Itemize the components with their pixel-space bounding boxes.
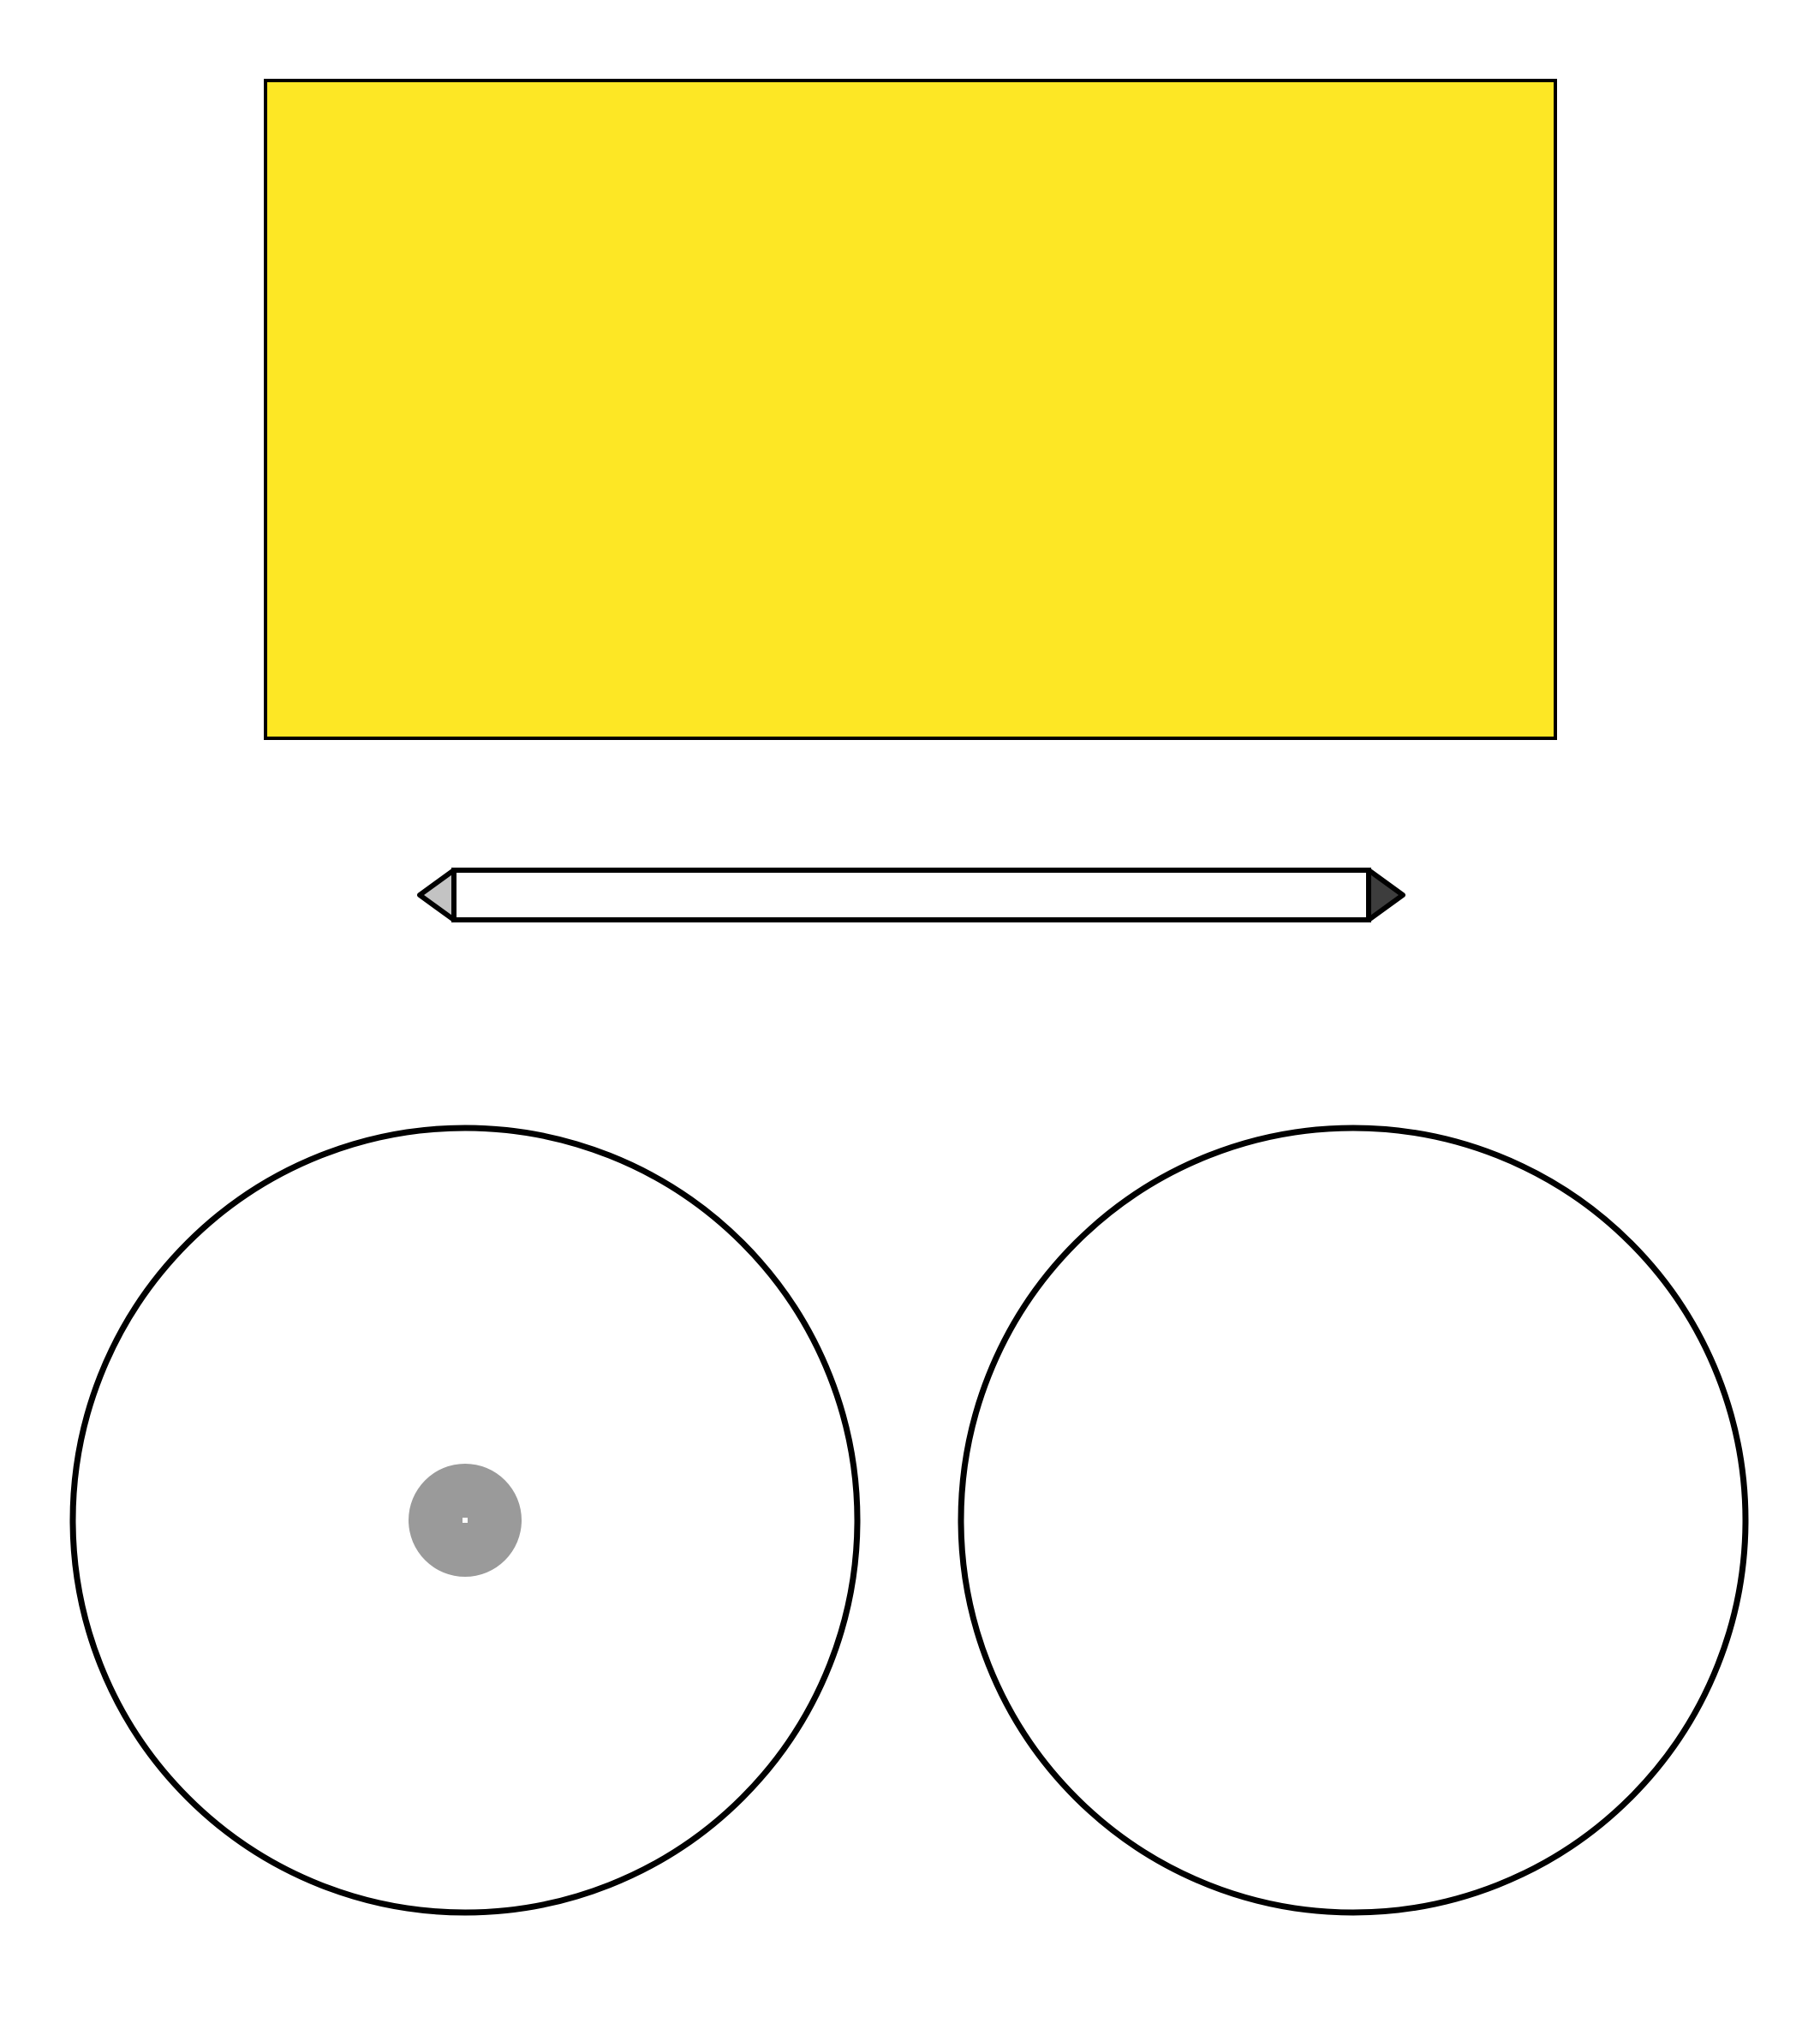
antarctic-pole-marker — [1351, 1518, 1356, 1523]
arctic-polar-overlay — [69, 1125, 861, 1916]
colorbar-group — [0, 856, 1820, 1041]
colorbar-under-extend-arrow — [417, 868, 456, 922]
arctic-outer-boundary — [69, 1125, 861, 1916]
colorbar-over-extend-arrow — [1366, 868, 1405, 922]
colorbar-gradient-body — [451, 868, 1371, 922]
antarctic-outer-boundary — [958, 1125, 1749, 1916]
global-map-panel — [264, 79, 1557, 740]
arctic-pole-marker — [462, 1518, 468, 1523]
arctic-polar-panel — [69, 1125, 861, 1916]
antarctic-polar-overlay — [958, 1125, 1749, 1916]
global-map-raster — [267, 82, 1554, 737]
colorbar[interactable] — [0, 856, 1820, 968]
antarctic-polar-panel — [958, 1125, 1749, 1916]
